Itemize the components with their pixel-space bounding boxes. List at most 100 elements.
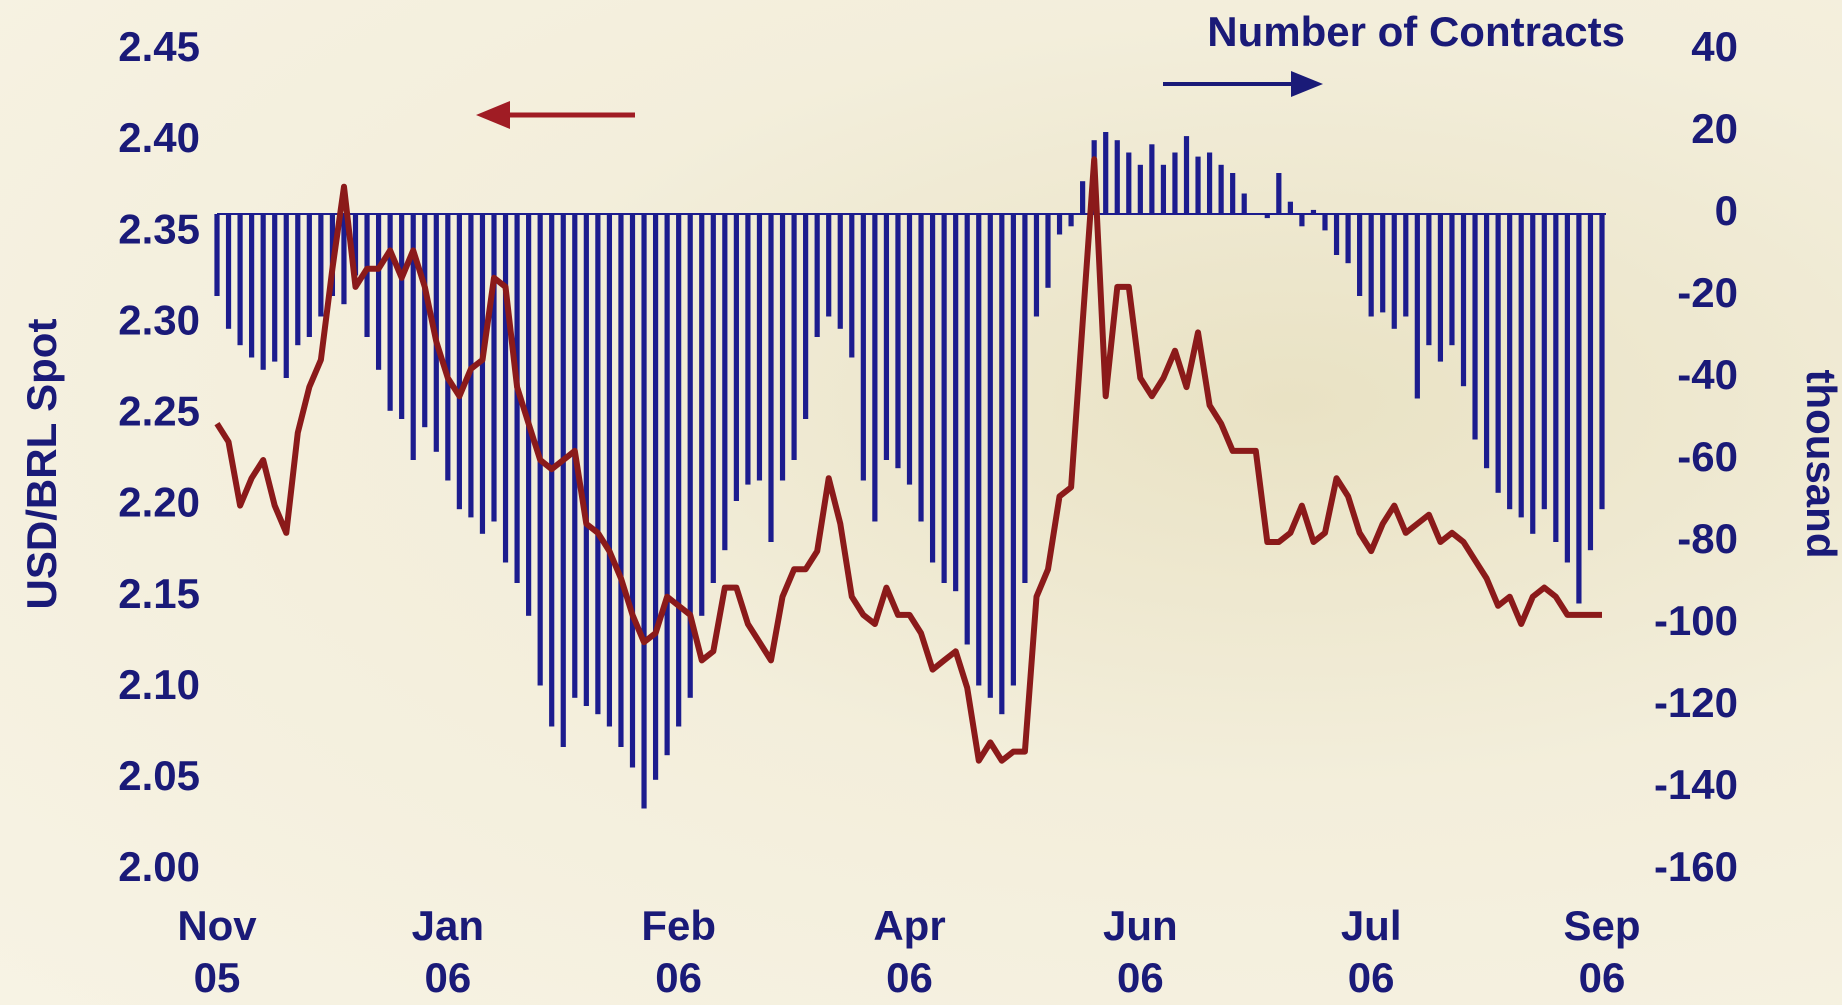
bar (606, 214, 613, 727)
bar (1391, 214, 1397, 329)
bar (583, 214, 589, 706)
bar (214, 214, 220, 296)
bar (1206, 152, 1213, 214)
y2-tick-label: -40 (1677, 351, 1738, 398)
bar (445, 214, 451, 481)
bar (1022, 214, 1028, 583)
y2-axis-label: thousand (1798, 370, 1842, 559)
bar (1507, 214, 1513, 510)
bar (929, 214, 936, 563)
bar (1426, 214, 1432, 346)
bar (560, 214, 566, 747)
bar (537, 214, 543, 686)
bar (1483, 214, 1490, 469)
bar (1045, 214, 1051, 288)
y2-tick-label: 40 (1691, 23, 1738, 70)
y-tick-label: 2.35 (118, 205, 200, 252)
bar (629, 214, 636, 768)
bar (1553, 214, 1559, 542)
bar (860, 214, 866, 481)
bar (491, 214, 497, 522)
bar (883, 214, 890, 460)
bar (1137, 164, 1143, 214)
bar (1299, 214, 1305, 227)
bar (918, 214, 924, 522)
bar (722, 214, 728, 551)
y-tick-label: 2.45 (118, 23, 200, 70)
bar (872, 214, 878, 522)
bar (1126, 152, 1132, 214)
bar (364, 214, 370, 337)
bar (249, 214, 255, 358)
x-tick-label: Jun 06 (1102, 902, 1178, 1001)
bar (1160, 164, 1167, 214)
bar (1368, 214, 1374, 317)
bar (964, 214, 970, 645)
y-axis-label: USD/BRL Spot (18, 319, 65, 610)
y2-tick-label: -160 (1654, 843, 1738, 890)
bar (410, 214, 416, 460)
bar (1218, 164, 1224, 214)
bar (1149, 144, 1155, 214)
y-tick-label: 2.20 (118, 479, 200, 526)
bar (618, 214, 624, 747)
bar (699, 214, 705, 616)
y2-tick-label: 20 (1691, 105, 1738, 152)
bar (306, 214, 312, 337)
bar (733, 214, 739, 501)
bar (1403, 214, 1409, 317)
y2-tick-label: -80 (1677, 515, 1738, 562)
bar (849, 214, 855, 358)
bar (1287, 201, 1293, 214)
bar (422, 214, 428, 428)
x-tick-label: Feb 06 (641, 902, 716, 1001)
bar (318, 214, 324, 317)
bar (987, 214, 993, 698)
y2-tick-label: -100 (1654, 597, 1738, 644)
bar (237, 214, 243, 346)
y-tick-label: 2.25 (118, 388, 200, 435)
bar (745, 214, 751, 485)
bar (676, 214, 682, 727)
bar (399, 214, 405, 419)
bar (814, 214, 820, 337)
bar (1310, 209, 1317, 214)
bar (1068, 214, 1074, 227)
bar (941, 214, 947, 583)
bar (1541, 214, 1547, 510)
bar (595, 214, 601, 715)
bar (953, 214, 959, 592)
bar (1195, 156, 1201, 214)
bar (1564, 214, 1570, 563)
bar (641, 214, 647, 809)
bar (1230, 173, 1236, 214)
bar (1530, 214, 1536, 534)
x-tick-label: Jan 06 (411, 902, 485, 1001)
y-tick-label: 2.00 (118, 843, 200, 890)
bar (272, 214, 278, 362)
bar (1414, 214, 1420, 399)
bar (1276, 173, 1282, 214)
bar (687, 214, 693, 698)
right-arrow (1163, 71, 1323, 97)
bar (1172, 152, 1178, 214)
y-tick-label: 2.30 (118, 296, 200, 343)
y-tick-label: 2.05 (118, 752, 200, 799)
bar (1322, 214, 1328, 231)
bar (387, 214, 393, 411)
bar (1241, 193, 1247, 214)
bar (768, 214, 774, 542)
bar (341, 214, 347, 305)
bar (456, 214, 462, 510)
y2-tick-label: -60 (1677, 433, 1738, 480)
bar (1264, 214, 1270, 219)
bar (1080, 181, 1086, 214)
bar (652, 214, 659, 780)
bar (976, 214, 982, 686)
y2-tick-label: -140 (1654, 761, 1738, 808)
bar (283, 214, 289, 378)
bar (1033, 214, 1040, 317)
bar (514, 214, 520, 583)
bar (295, 214, 301, 346)
